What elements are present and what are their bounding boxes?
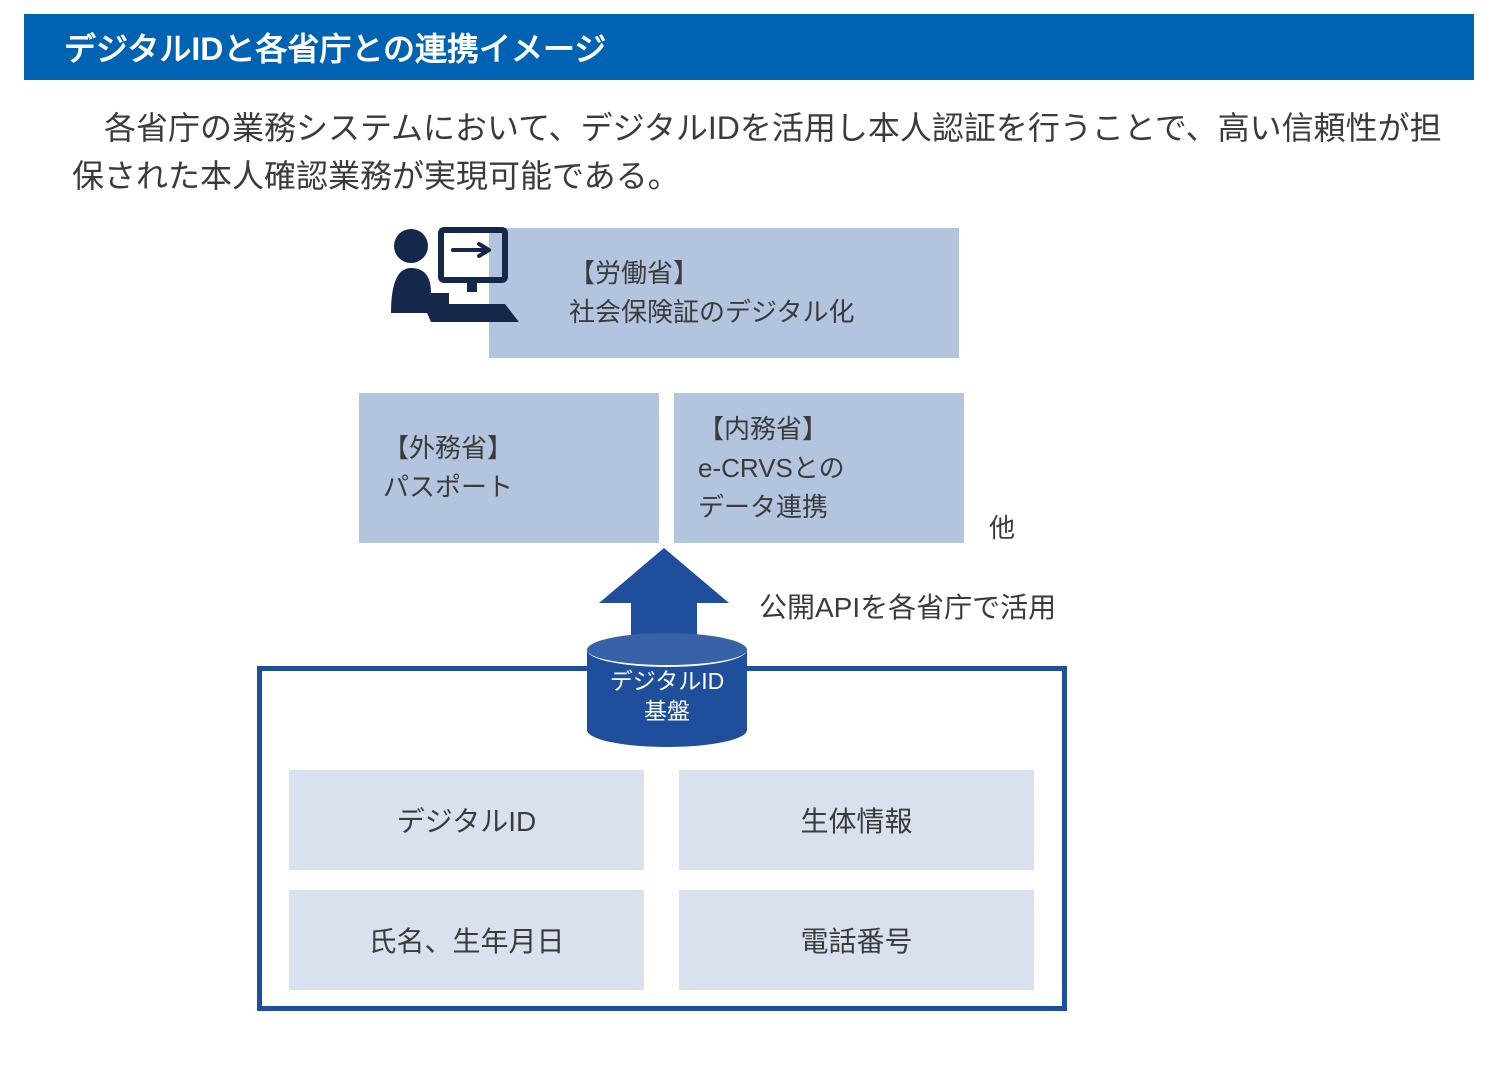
person-computer-icon	[371, 218, 521, 358]
other-label: 他	[989, 508, 1015, 545]
ministry-box-foreign: 【外務省】 パスポート	[359, 393, 659, 543]
platform-item-digital-id: デジタルID	[289, 770, 644, 870]
diagram-area: 【労働省】 社会保険証のデジタル化 【外務省】 パスポート 【内務省】 e-CR…	[199, 208, 1299, 1038]
ministry-name: 【労働省】	[569, 254, 935, 293]
platform-item-biometric: 生体情報	[679, 770, 1034, 870]
title-text: デジタルIDと各省庁との連携イメージ	[64, 24, 606, 70]
ministry-detail-line2: データ連携	[698, 488, 940, 527]
ministry-box-interior: 【内務省】 e-CRVSとの データ連携	[674, 393, 964, 543]
ministry-name: 【内務省】	[698, 410, 940, 449]
platform-item-name-dob: 氏名、生年月日	[289, 890, 644, 990]
api-label: 公開APIを各省庁で活用	[759, 586, 1056, 626]
database-icon: デジタルID 基盤	[587, 633, 747, 743]
ministry-name: 【外務省】	[383, 429, 635, 468]
ministry-detail: 社会保険証のデジタル化	[569, 293, 935, 332]
description-text: 各省庁の業務システムにおいて、デジタルIDを活用し本人認証を行うことで、高い信頼…	[72, 104, 1458, 200]
ministry-detail: パスポート	[383, 468, 635, 507]
ministry-detail-line1: e-CRVSとの	[698, 449, 940, 488]
platform-item-phone: 電話番号	[679, 890, 1034, 990]
ministry-box-labor: 【労働省】 社会保険証のデジタル化	[489, 228, 959, 358]
database-label: デジタルID 基盤	[587, 667, 747, 727]
title-bar: デジタルIDと各省庁との連携イメージ	[24, 14, 1474, 80]
